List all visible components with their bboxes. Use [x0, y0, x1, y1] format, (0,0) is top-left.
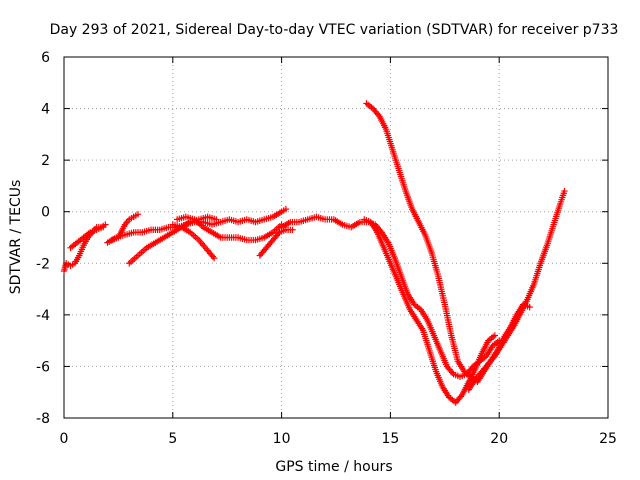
y-tick-label: -8: [36, 411, 50, 427]
y-tick-label: -4: [36, 308, 50, 324]
data-point: [289, 226, 296, 233]
y-tick-label: 4: [41, 102, 50, 118]
x-tick-label: 5: [168, 431, 177, 447]
y-tick-label: 0: [41, 205, 50, 221]
data-point: [210, 254, 218, 262]
x-tick-label: 25: [599, 431, 617, 447]
plot-frame: [63, 56, 609, 419]
data-point: [561, 187, 568, 195]
x-tick-label: 0: [60, 431, 69, 447]
data-point: [526, 303, 533, 311]
data-point: [491, 332, 499, 339]
y-tick-label: -6: [36, 359, 50, 375]
grid-layer: [64, 57, 608, 418]
chart-title: Day 293 of 2021, Sidereal Day-to-day VTE…: [50, 22, 619, 38]
x-tick-label: 10: [273, 431, 291, 447]
data-marks-layer: [60, 100, 568, 406]
y-tick-label: -2: [36, 256, 50, 272]
x-tick-label: 20: [490, 431, 508, 447]
tick-layer: 0 5 10 15 20 25 -8 -6 -4 -2 0 2 4 6: [36, 50, 617, 447]
y-tick-label: 6: [41, 50, 50, 66]
data-point: [213, 216, 220, 223]
data-point: [134, 211, 142, 218]
data-point: [99, 223, 107, 231]
x-axis-label: GPS time / hours: [275, 459, 392, 475]
y-axis-label: SDTVAR / TECUs: [8, 180, 24, 295]
y-tick-label: 2: [41, 153, 50, 169]
data-point: [282, 205, 290, 213]
x-tick-label: 15: [381, 431, 399, 447]
